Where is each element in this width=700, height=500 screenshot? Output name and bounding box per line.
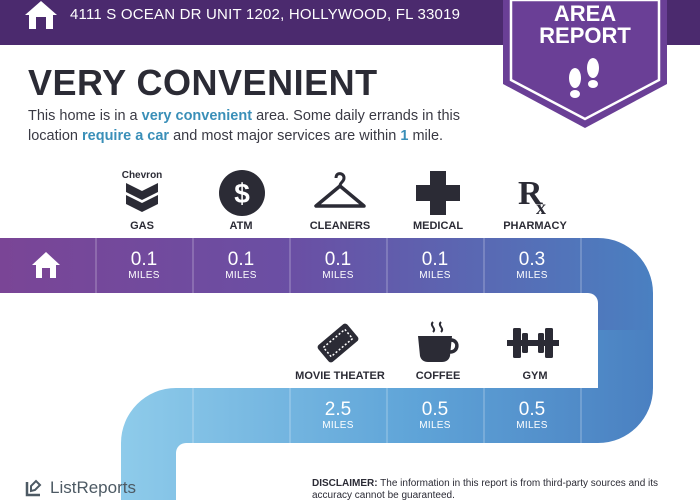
- page-title: VERY CONVENIENT: [28, 62, 378, 103]
- badge-line2: REPORT: [539, 23, 631, 48]
- distance-gas: 0.1 MILES: [128, 249, 160, 282]
- home-start-icon: [32, 252, 60, 278]
- area-report-badge: [503, 0, 667, 128]
- listreports-logo: ListReports: [24, 478, 136, 498]
- footprints-icon: [569, 58, 599, 98]
- service-label-pharmacy: PHARMACY: [503, 220, 567, 232]
- distance-atm: 0.1 MILES: [225, 249, 257, 282]
- listreports-logo-text: ListReports: [50, 478, 136, 497]
- distance-coffee: 0.5 MILES: [419, 399, 451, 432]
- badge-line1: AREA: [553, 1, 617, 26]
- ticket-icon: [317, 323, 359, 363]
- hanger-icon: [314, 172, 366, 208]
- distance-gym: 0.5 MILES: [516, 399, 548, 432]
- medical-cross-icon: [416, 171, 460, 215]
- svg-text:$: $: [234, 178, 250, 209]
- listreports-logo-icon: [25, 479, 42, 497]
- service-label-medical: MEDICAL: [412, 220, 464, 232]
- disclaimer: DISCLAIMER: The information in this repo…: [312, 478, 659, 500]
- distance-medical: 0.1 MILES: [419, 249, 451, 282]
- rx-icon: R x: [518, 175, 546, 218]
- property-address: 4111 S OCEAN DR UNIT 1202, HOLLYWOOD, FL…: [70, 6, 461, 23]
- badge-text: AREA REPORT: [503, 0, 667, 47]
- dollar-icon: $: [219, 170, 265, 216]
- service-label-gas: GAS: [130, 220, 154, 232]
- svg-text:x: x: [536, 197, 546, 218]
- service-label-coffee: COFFEE: [415, 370, 461, 382]
- svg-text:R: R: [518, 175, 543, 212]
- coffee-cup-icon: [418, 321, 459, 362]
- description: This home is in a very convenient area. …: [28, 108, 460, 144]
- service-label-atm: ATM: [229, 220, 253, 232]
- dumbbell-icon: [507, 328, 559, 358]
- distance-cleaners: 0.1 MILES: [322, 249, 354, 282]
- home-icon: [25, 1, 57, 29]
- distance-movie-theater: 2.5 MILES: [322, 399, 354, 432]
- service-label-cleaners: CLEANERS: [309, 220, 371, 232]
- svg-text:Chevron: Chevron: [122, 170, 163, 181]
- distance-pharmacy: 0.3 MILES: [516, 249, 548, 282]
- service-label-gym: GYM: [522, 370, 548, 382]
- chevron-gas-icon: Chevron: [122, 170, 163, 212]
- service-label-movie-theater: MOVIE THEATER: [295, 370, 385, 382]
